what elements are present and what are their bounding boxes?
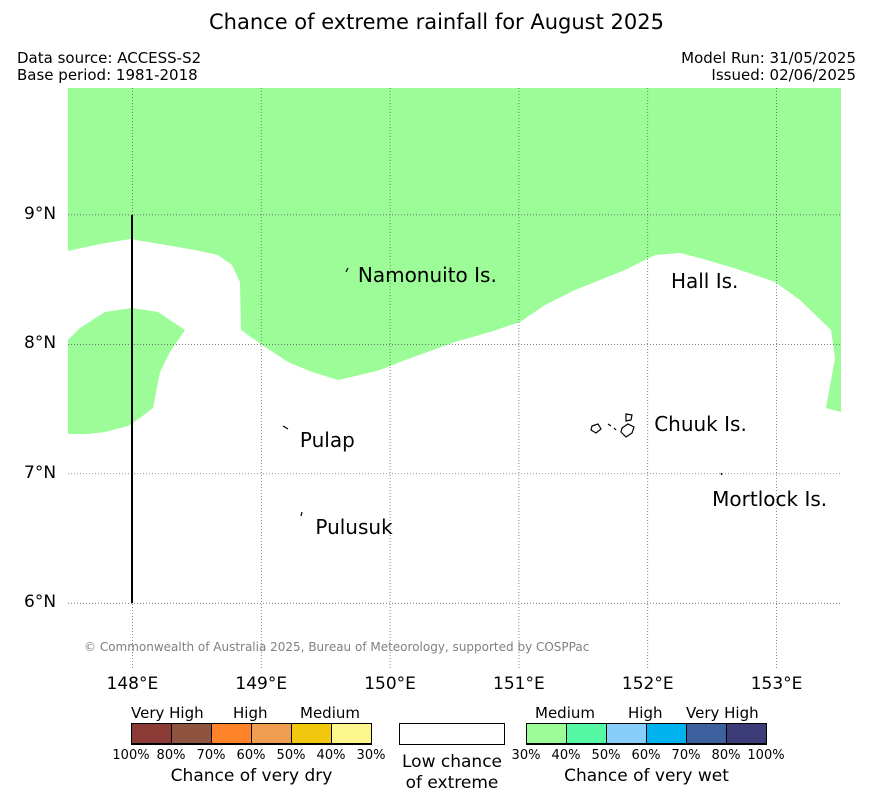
longitude-label: 152°E	[621, 674, 674, 694]
issued-text: Issued: 02/06/2025	[711, 66, 856, 84]
latitude-label: 9°N	[24, 203, 57, 224]
wet-bar-frame	[526, 723, 767, 745]
place-label: Mortlock Is.	[712, 486, 828, 511]
chuuk-island-marker	[590, 413, 635, 438]
place-label: Pulap	[299, 428, 355, 453]
island-markers	[282, 267, 723, 517]
model-run-text: Model Run: 31/05/2025	[681, 49, 856, 67]
longitude-label: 150°E	[364, 674, 416, 694]
place-label: Pulusuk	[315, 515, 393, 540]
pulusuk-island-marker	[300, 511, 303, 517]
longitude-label: 151°E	[493, 674, 545, 694]
dry-tick-label: 80%	[156, 748, 186, 763]
map-title: Chance of extreme rainfall for August 20…	[209, 10, 664, 34]
longitude-label: 153°E	[750, 674, 803, 694]
latitude-label: 6°N	[24, 592, 57, 613]
longitude-label: 149°E	[235, 674, 288, 694]
wet-category-medium: Medium	[535, 704, 595, 722]
dry-category-high: High	[233, 704, 268, 722]
mortlock-island-marker	[720, 472, 723, 476]
meta-right: Model Run: 31/05/2025 Issued: 02/06/2025	[681, 50, 856, 84]
latitude-label: 7°N	[24, 462, 57, 483]
dry-tick-label: 60%	[236, 748, 266, 763]
base-period-text: Base period: 1981-2018	[17, 66, 198, 84]
wet-category-high: High	[628, 704, 663, 722]
wet-medium-region	[68, 88, 841, 412]
wet-tick-label: 70%	[671, 748, 701, 763]
place-label: Namonuito Is.	[357, 262, 497, 287]
neutral-label-line2: of extreme	[405, 773, 499, 793]
wet-category-very-high: Very High	[686, 704, 759, 722]
place-label: Chuuk Is.	[654, 411, 747, 436]
dry-tick-label: 30%	[356, 748, 386, 763]
copyright-notice: © Commonwealth of Australia 2025, Bureau…	[84, 640, 590, 654]
wet-tick-label: 80%	[711, 748, 741, 763]
place-label: Hall Is.	[670, 269, 739, 294]
namonuito-island-marker	[345, 267, 349, 273]
dry-bar-frame	[131, 723, 372, 745]
neutral-label-line1: Low chance	[402, 752, 502, 772]
meta-left: Data source: ACCESS-S2 Base period: 1981…	[17, 50, 201, 84]
dry-tick-label: 50%	[276, 748, 306, 763]
dry-scale-title: Chance of very dry	[170, 766, 333, 786]
wet-tick-label: 60%	[631, 748, 661, 763]
neutral-swatch	[399, 723, 505, 745]
dry-category-medium: Medium	[300, 704, 360, 722]
wet-tick-label: 100%	[747, 748, 785, 763]
dry-tick-label: 40%	[316, 748, 346, 763]
latitude-label: 8°N	[24, 333, 57, 354]
wet-tick-label: 30%	[511, 748, 541, 763]
data-source-text: Data source: ACCESS-S2	[17, 49, 202, 67]
pulap-island-marker	[282, 425, 289, 430]
dry-category-very-high: Very High	[131, 704, 204, 722]
wet-tick-label: 50%	[591, 748, 621, 763]
wet-tick-label: 40%	[551, 748, 581, 763]
dry-tick-label: 100%	[112, 748, 150, 763]
dry-tick-label: 70%	[196, 748, 226, 763]
wet-scale-title: Chance of very wet	[564, 766, 729, 786]
wet-medium-region-west	[68, 308, 185, 434]
longitude-label: 148°E	[106, 674, 159, 694]
